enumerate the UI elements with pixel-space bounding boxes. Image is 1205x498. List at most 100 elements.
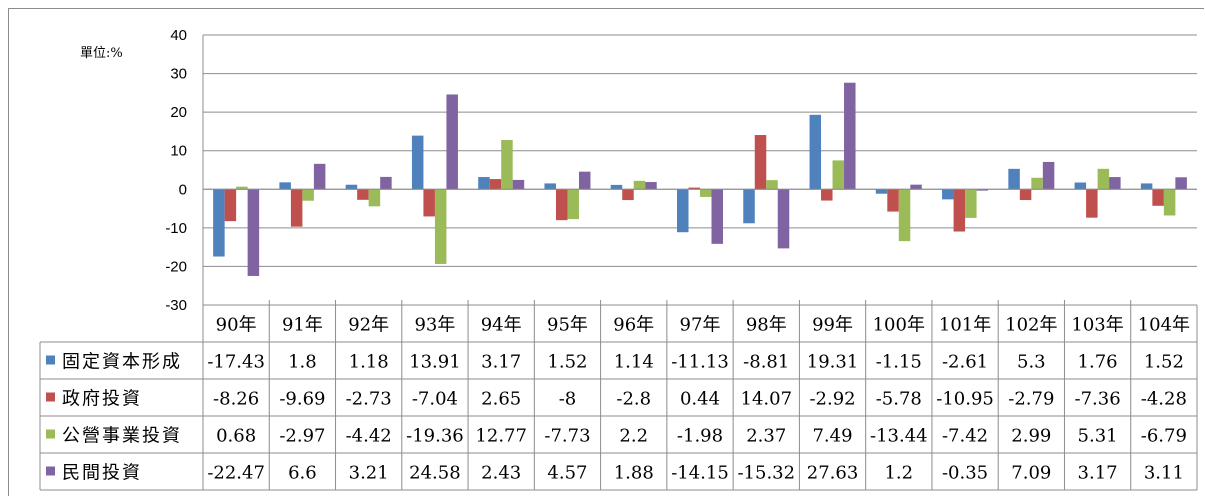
data-table-cell: 24.58 <box>409 463 461 484</box>
bar-2-103年 <box>1086 189 1098 218</box>
bar-1-104年 <box>1140 183 1153 190</box>
bar-2-99年 <box>821 189 833 201</box>
data-table-cell: 2.2 <box>619 426 648 447</box>
bar-4-104年 <box>1175 177 1187 190</box>
bar-3-97年 <box>700 189 712 197</box>
bar-1-98年 <box>743 189 755 224</box>
bar-2-94年 <box>489 179 502 190</box>
bar-2-91年 <box>290 189 303 227</box>
chart-frame <box>8 8 1204 496</box>
data-table-cell: -13.44 <box>870 426 928 447</box>
bar-4-101年 <box>976 189 989 191</box>
bar-1-92年 <box>345 184 358 190</box>
data-table-cell: 3.11 <box>1144 463 1184 484</box>
bar-3-92年 <box>368 189 381 207</box>
data-table-cell: -4.42 <box>346 426 392 447</box>
data-table-cell: 1.2 <box>884 463 913 484</box>
data-table-cell: 7.09 <box>1011 463 1051 484</box>
data-table-cell: 5.3 <box>1017 352 1046 373</box>
bar-1-99年 <box>809 114 822 190</box>
bar-3-90年 <box>236 186 248 190</box>
bar-1-102年 <box>1008 168 1020 190</box>
bar-3-98年 <box>766 180 778 190</box>
bar-4-102年 <box>1042 161 1055 190</box>
data-table-cell: -7.42 <box>942 426 988 447</box>
category-label: 100年 <box>873 315 925 336</box>
y-tick-label: 20 <box>170 104 187 121</box>
bar-2-95年 <box>555 189 568 221</box>
bar-1-100年 <box>875 189 888 194</box>
category-label: 98年 <box>746 315 787 336</box>
data-table-cell: -8 <box>559 389 577 410</box>
data-table-cell: -19.36 <box>406 426 464 447</box>
legend-series-name: 公營事業投資 <box>62 426 182 447</box>
bar-2-102年 <box>1019 189 1032 201</box>
category-label: 95年 <box>547 315 588 336</box>
category-label: 103年 <box>1071 315 1123 336</box>
data-table-cell: 0.44 <box>680 389 720 410</box>
data-table-cell: 2.99 <box>1011 426 1051 447</box>
data-table-cell: -6.79 <box>1141 426 1187 447</box>
data-table-cell: -2.79 <box>1008 389 1054 410</box>
y-tick-label: 40 <box>170 27 187 44</box>
legend-swatch <box>46 429 55 439</box>
data-table-cell: 3.17 <box>481 352 521 373</box>
bar-4-93年 <box>446 94 458 190</box>
bar-1-95年 <box>544 183 556 190</box>
data-table-cell: 1.52 <box>547 352 587 373</box>
bar-3-103年 <box>1097 168 1110 190</box>
legend-swatch <box>46 392 55 402</box>
bar-3-94年 <box>501 140 513 190</box>
data-table-cell: -2.73 <box>346 389 392 410</box>
bar-4-103年 <box>1109 177 1121 190</box>
category-label: 102年 <box>1005 315 1057 336</box>
y-tick-label: -20 <box>165 258 187 275</box>
category-label: 91年 <box>282 315 323 336</box>
data-table-cell: -7.04 <box>412 389 458 410</box>
y-tick-label: -30 <box>165 297 187 314</box>
bar-2-97年 <box>688 187 700 190</box>
bar-1-101年 <box>942 189 954 200</box>
bar-1-91年 <box>279 182 291 190</box>
category-label: 99年 <box>812 315 853 336</box>
data-table-cell: 1.76 <box>1078 352 1118 373</box>
data-table-cell: 1.18 <box>349 352 389 373</box>
data-table-cell: -2.61 <box>942 352 988 373</box>
data-table-cell: -10.95 <box>936 389 994 410</box>
bar-2-98年 <box>754 135 767 190</box>
bar-1-96年 <box>610 184 623 190</box>
bar-2-93年 <box>423 189 435 217</box>
data-table-cell: 3.17 <box>1078 463 1118 484</box>
unit-label: 單位:% <box>80 46 123 61</box>
bar-2-101年 <box>953 189 966 232</box>
bar-1-90年 <box>213 189 225 257</box>
legend-series-name: 政府投資 <box>62 389 142 410</box>
data-table-cell: 12.77 <box>475 426 527 447</box>
data-table-cell: -7.73 <box>544 426 590 447</box>
data-table-cell: -4.28 <box>1141 389 1187 410</box>
data-table-cell: -2.92 <box>809 389 855 410</box>
category-label: 90年 <box>216 315 257 336</box>
bar-4-91年 <box>313 163 326 190</box>
bar-3-95年 <box>567 189 579 220</box>
data-table-cell: -14.15 <box>671 463 729 484</box>
data-table-cell: 2.43 <box>481 463 521 484</box>
data-table-cell: 27.63 <box>807 463 859 484</box>
data-table-cell: 1.88 <box>614 463 654 484</box>
data-table-cell: 14.07 <box>741 389 793 410</box>
data-table-cell: -9.69 <box>279 389 325 410</box>
data-table-cell: -2.8 <box>616 389 651 410</box>
data-table-cell: -5.78 <box>876 389 922 410</box>
bar-4-96年 <box>645 182 657 190</box>
category-label: 101年 <box>939 315 991 336</box>
y-tick-label: -10 <box>165 220 187 237</box>
bar-2-104年 <box>1152 189 1164 206</box>
bar-3-96年 <box>633 180 646 190</box>
data-table-cell: 1.52 <box>1144 352 1184 373</box>
data-table-cell: 7.49 <box>812 426 852 447</box>
legend-swatch <box>46 355 55 365</box>
data-table-cell: -15.32 <box>737 463 795 484</box>
y-tick-label: 10 <box>170 143 187 160</box>
data-table-cell: -17.43 <box>207 352 265 373</box>
